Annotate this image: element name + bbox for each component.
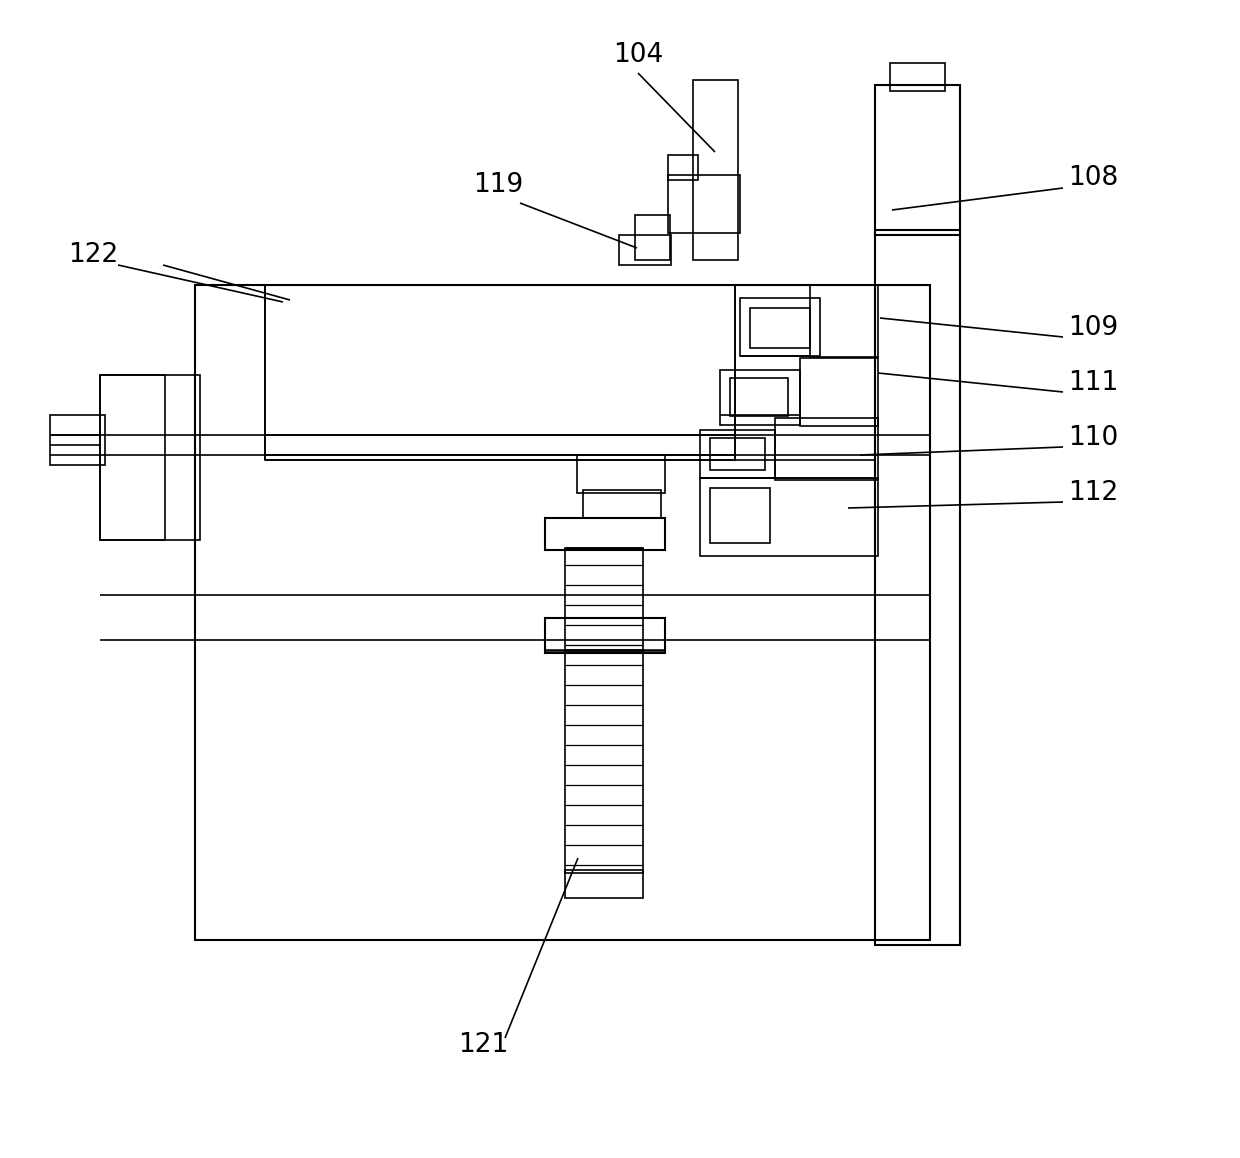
Bar xyxy=(668,175,740,233)
Bar xyxy=(50,415,105,466)
Text: 104: 104 xyxy=(613,42,663,68)
Text: 111: 111 xyxy=(1068,371,1118,396)
Bar xyxy=(701,430,775,478)
Text: 110: 110 xyxy=(1068,425,1118,450)
Bar xyxy=(668,155,698,179)
Bar xyxy=(583,490,661,518)
Bar xyxy=(740,298,820,356)
Bar xyxy=(711,488,770,543)
Bar xyxy=(720,371,800,425)
Bar xyxy=(635,215,670,261)
Bar xyxy=(810,285,878,357)
Text: 119: 119 xyxy=(472,173,523,198)
Bar xyxy=(693,80,738,261)
Bar xyxy=(875,230,960,945)
Text: 122: 122 xyxy=(68,242,118,267)
Text: 109: 109 xyxy=(1068,315,1118,340)
Bar xyxy=(619,235,671,265)
Bar xyxy=(565,548,644,873)
Bar xyxy=(890,63,945,91)
Bar xyxy=(875,85,960,235)
Bar xyxy=(546,618,665,653)
Bar xyxy=(546,518,665,550)
Bar xyxy=(711,438,765,470)
Text: 112: 112 xyxy=(1068,481,1118,506)
Bar xyxy=(100,375,200,540)
Bar xyxy=(565,870,644,897)
Bar xyxy=(265,285,735,460)
Text: 108: 108 xyxy=(1068,164,1118,191)
Bar xyxy=(750,308,810,349)
Bar xyxy=(577,455,665,493)
Bar xyxy=(701,478,878,556)
Text: 121: 121 xyxy=(458,1032,508,1058)
Bar xyxy=(800,358,878,426)
Bar xyxy=(730,378,787,416)
Bar xyxy=(100,375,165,540)
Bar xyxy=(775,418,878,481)
Bar xyxy=(195,285,930,940)
